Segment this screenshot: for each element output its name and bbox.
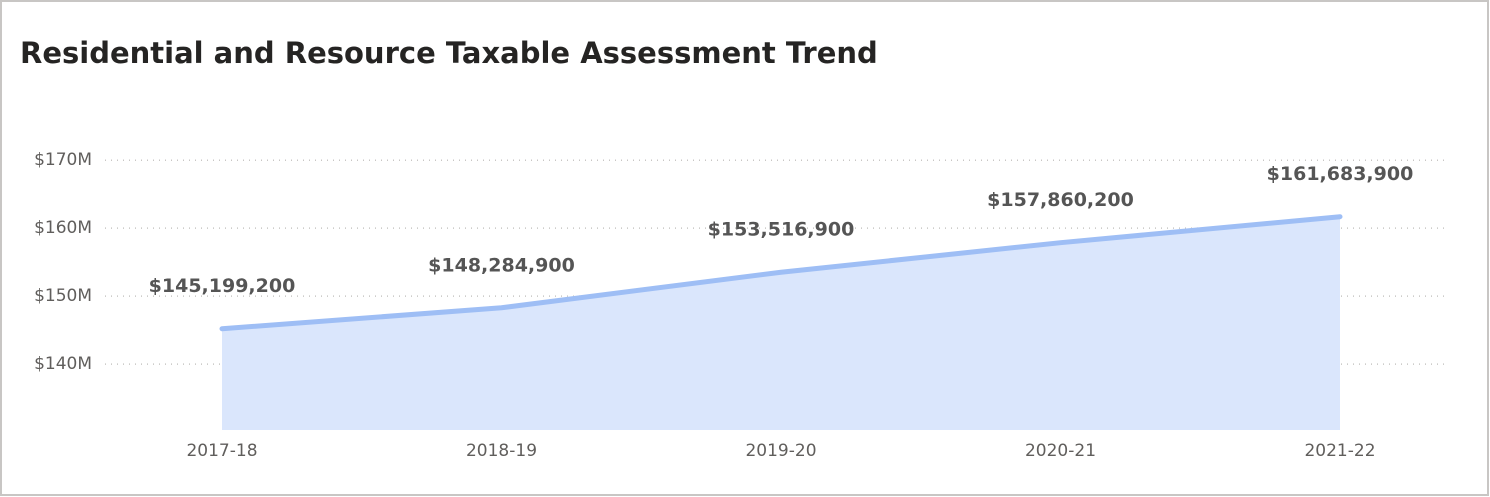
x-tick-label: 2021-22	[1304, 441, 1375, 461]
x-tick-label: 2018-19	[466, 441, 537, 461]
area	[222, 216, 1340, 430]
line	[219, 214, 1343, 332]
data-label: $161,683,900	[1267, 163, 1414, 185]
data-label: $153,516,900	[708, 219, 855, 241]
x-tick-label: 2019-20	[745, 441, 816, 461]
y-tick-label: $140M	[34, 354, 92, 374]
y-tick-label: $150M	[34, 286, 92, 306]
data-label: $157,860,200	[987, 189, 1134, 211]
x-tick-label: 2020-21	[1025, 441, 1096, 461]
data-label: $145,199,200	[149, 275, 296, 297]
data-label: $148,284,900	[428, 254, 575, 276]
y-tick-label: $160M	[34, 218, 92, 238]
chart-title: Residential and Resource Taxable Assessm…	[20, 36, 878, 70]
y-tick-label: $170M	[34, 150, 92, 170]
x-tick-label: 2017-18	[186, 441, 257, 461]
